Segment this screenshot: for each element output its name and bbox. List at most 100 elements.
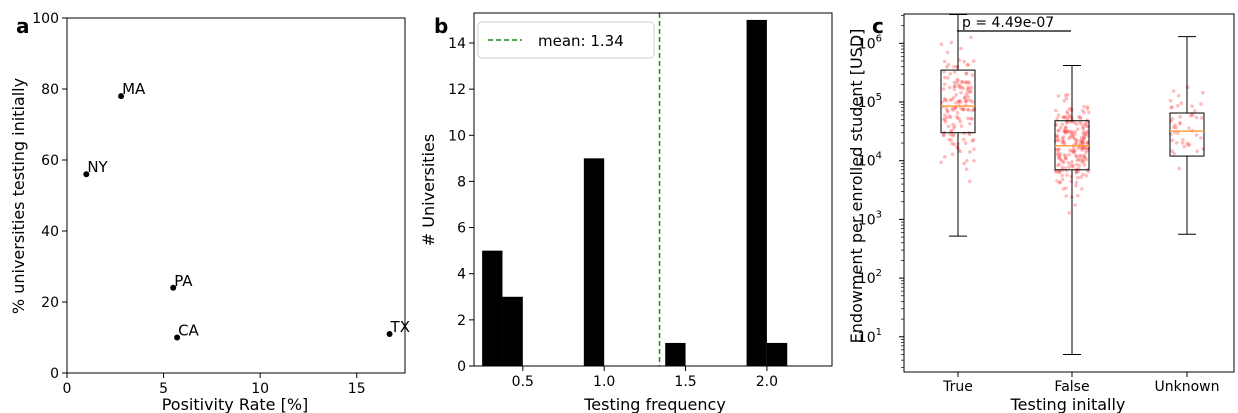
- panel-label-a: a: [16, 14, 30, 38]
- chart-c-point: [1074, 140, 1078, 145]
- chart-c-point: [941, 132, 946, 137]
- chart-c-point: [944, 98, 949, 103]
- chart-c-point: [1072, 120, 1077, 125]
- chart-c-point: [955, 110, 960, 115]
- chart-c-point: [1064, 186, 1068, 190]
- chart-b-xtick-label: 0.5: [512, 374, 534, 390]
- chart-a-ytick-label: 20: [41, 295, 59, 311]
- chart-a-point: [386, 330, 393, 337]
- chart-c-point: [1059, 158, 1063, 163]
- chart-c-point: [950, 152, 955, 157]
- chart-c-point: [1074, 183, 1078, 188]
- chart-a-ytick-label: 0: [50, 366, 59, 382]
- chart-c-point: [1084, 173, 1089, 178]
- chart-c-point: [957, 83, 961, 87]
- chart-c-point: [1081, 126, 1085, 130]
- chart-c-point: [952, 80, 957, 85]
- chart-c-point: [969, 35, 973, 40]
- chart-c-point: [1194, 115, 1199, 120]
- chart-b-bar: [502, 296, 523, 366]
- chart-c-point: [1066, 160, 1071, 165]
- chart-c-point: [1195, 149, 1199, 154]
- chart-a-xtick-label: 10: [251, 381, 269, 397]
- chart-a-point: [118, 93, 125, 100]
- chart-c-point: [1075, 175, 1080, 180]
- chart-c-point: [1070, 132, 1075, 136]
- chart-c-point: [1081, 137, 1086, 142]
- chart-c-point: [1073, 148, 1077, 153]
- chart-c-point: [1067, 136, 1071, 141]
- chart-c-point: [942, 82, 947, 87]
- chart-c-point: [1063, 130, 1068, 134]
- chart-c-point: [961, 107, 965, 112]
- chart-c-point: [947, 137, 951, 142]
- chart-c-point: [1178, 121, 1182, 126]
- chart-c-point: [1060, 122, 1065, 127]
- chart-b-ytick-label: 10: [448, 128, 466, 144]
- chart-c-point: [1075, 127, 1080, 131]
- chart-c-point: [942, 98, 947, 103]
- chart-c-point: [964, 71, 969, 76]
- chart-c-point: [943, 113, 947, 118]
- chart-c-xtick-label: Unknown: [1155, 379, 1220, 395]
- chart-c-point: [954, 80, 959, 85]
- chart-c-point: [968, 90, 972, 94]
- chart-b-bar: [746, 19, 767, 366]
- chart-c-point: [1067, 165, 1071, 169]
- chart-c-point: [1074, 142, 1078, 146]
- chart-c-point: [956, 78, 960, 83]
- chart-b-ylabel: # Universities: [419, 134, 438, 246]
- chart-c-point: [1186, 143, 1190, 148]
- chart-c-point: [1074, 170, 1079, 174]
- chart-c-point: [1069, 131, 1074, 135]
- chart-c-point: [1063, 156, 1068, 161]
- chart-c-point: [1081, 125, 1086, 130]
- chart-c-point: [1082, 104, 1086, 109]
- chart-c-point: [1062, 129, 1066, 134]
- chart-c-point: [1070, 165, 1075, 169]
- chart-c-point: [948, 71, 953, 76]
- chart-c-point: [963, 141, 968, 145]
- chart-c-point: [945, 109, 950, 114]
- chart-c-point: [1169, 105, 1174, 110]
- chart-c-point: [1084, 150, 1088, 155]
- chart-c-point: [1077, 163, 1082, 168]
- chart-c-point: [1063, 125, 1068, 129]
- chart-c-point: [1176, 103, 1180, 108]
- chart-c-point: [943, 75, 947, 80]
- chart-c-point: [1058, 152, 1063, 156]
- chart-c-point: [969, 85, 974, 90]
- chart-c-point: [942, 117, 946, 121]
- chart-c-point: [1087, 110, 1091, 115]
- chart-c-box: [940, 69, 976, 134]
- chart-c-point: [1080, 146, 1084, 151]
- chart-c-point: [1058, 180, 1063, 184]
- chart-c-point: [1074, 180, 1079, 185]
- chart-c-point: [953, 101, 958, 105]
- chart-c-point: [972, 147, 976, 151]
- chart-b-frame: [473, 12, 833, 367]
- chart-c-point: [965, 91, 970, 95]
- chart-c-point: [1065, 110, 1070, 114]
- chart-c-point: [1081, 153, 1086, 158]
- chart-b-xtick-label: 1.0: [593, 374, 615, 390]
- chart-c-point: [1079, 187, 1084, 191]
- chart-c-point: [1078, 115, 1083, 120]
- chart-a-ytick-label: 100: [32, 11, 59, 27]
- chart-c-point: [1084, 122, 1088, 126]
- chart-c-point: [1074, 154, 1078, 158]
- chart-b-ytick-label: 4: [457, 267, 466, 283]
- chart-c-point: [1068, 148, 1072, 153]
- chart-c-point: [946, 62, 951, 67]
- chart-c-point: [1063, 154, 1068, 159]
- chart-c-point: [1054, 134, 1059, 139]
- chart-c-point: [955, 114, 959, 119]
- chart-c-point: [1080, 135, 1084, 140]
- chart-c-point: [952, 84, 957, 89]
- chart-c-point: [1057, 155, 1062, 159]
- chart-a-frame: [66, 17, 406, 374]
- chart-c-point: [1076, 146, 1080, 150]
- chart-c-point: [966, 80, 970, 84]
- chart-b-bar: [583, 158, 605, 366]
